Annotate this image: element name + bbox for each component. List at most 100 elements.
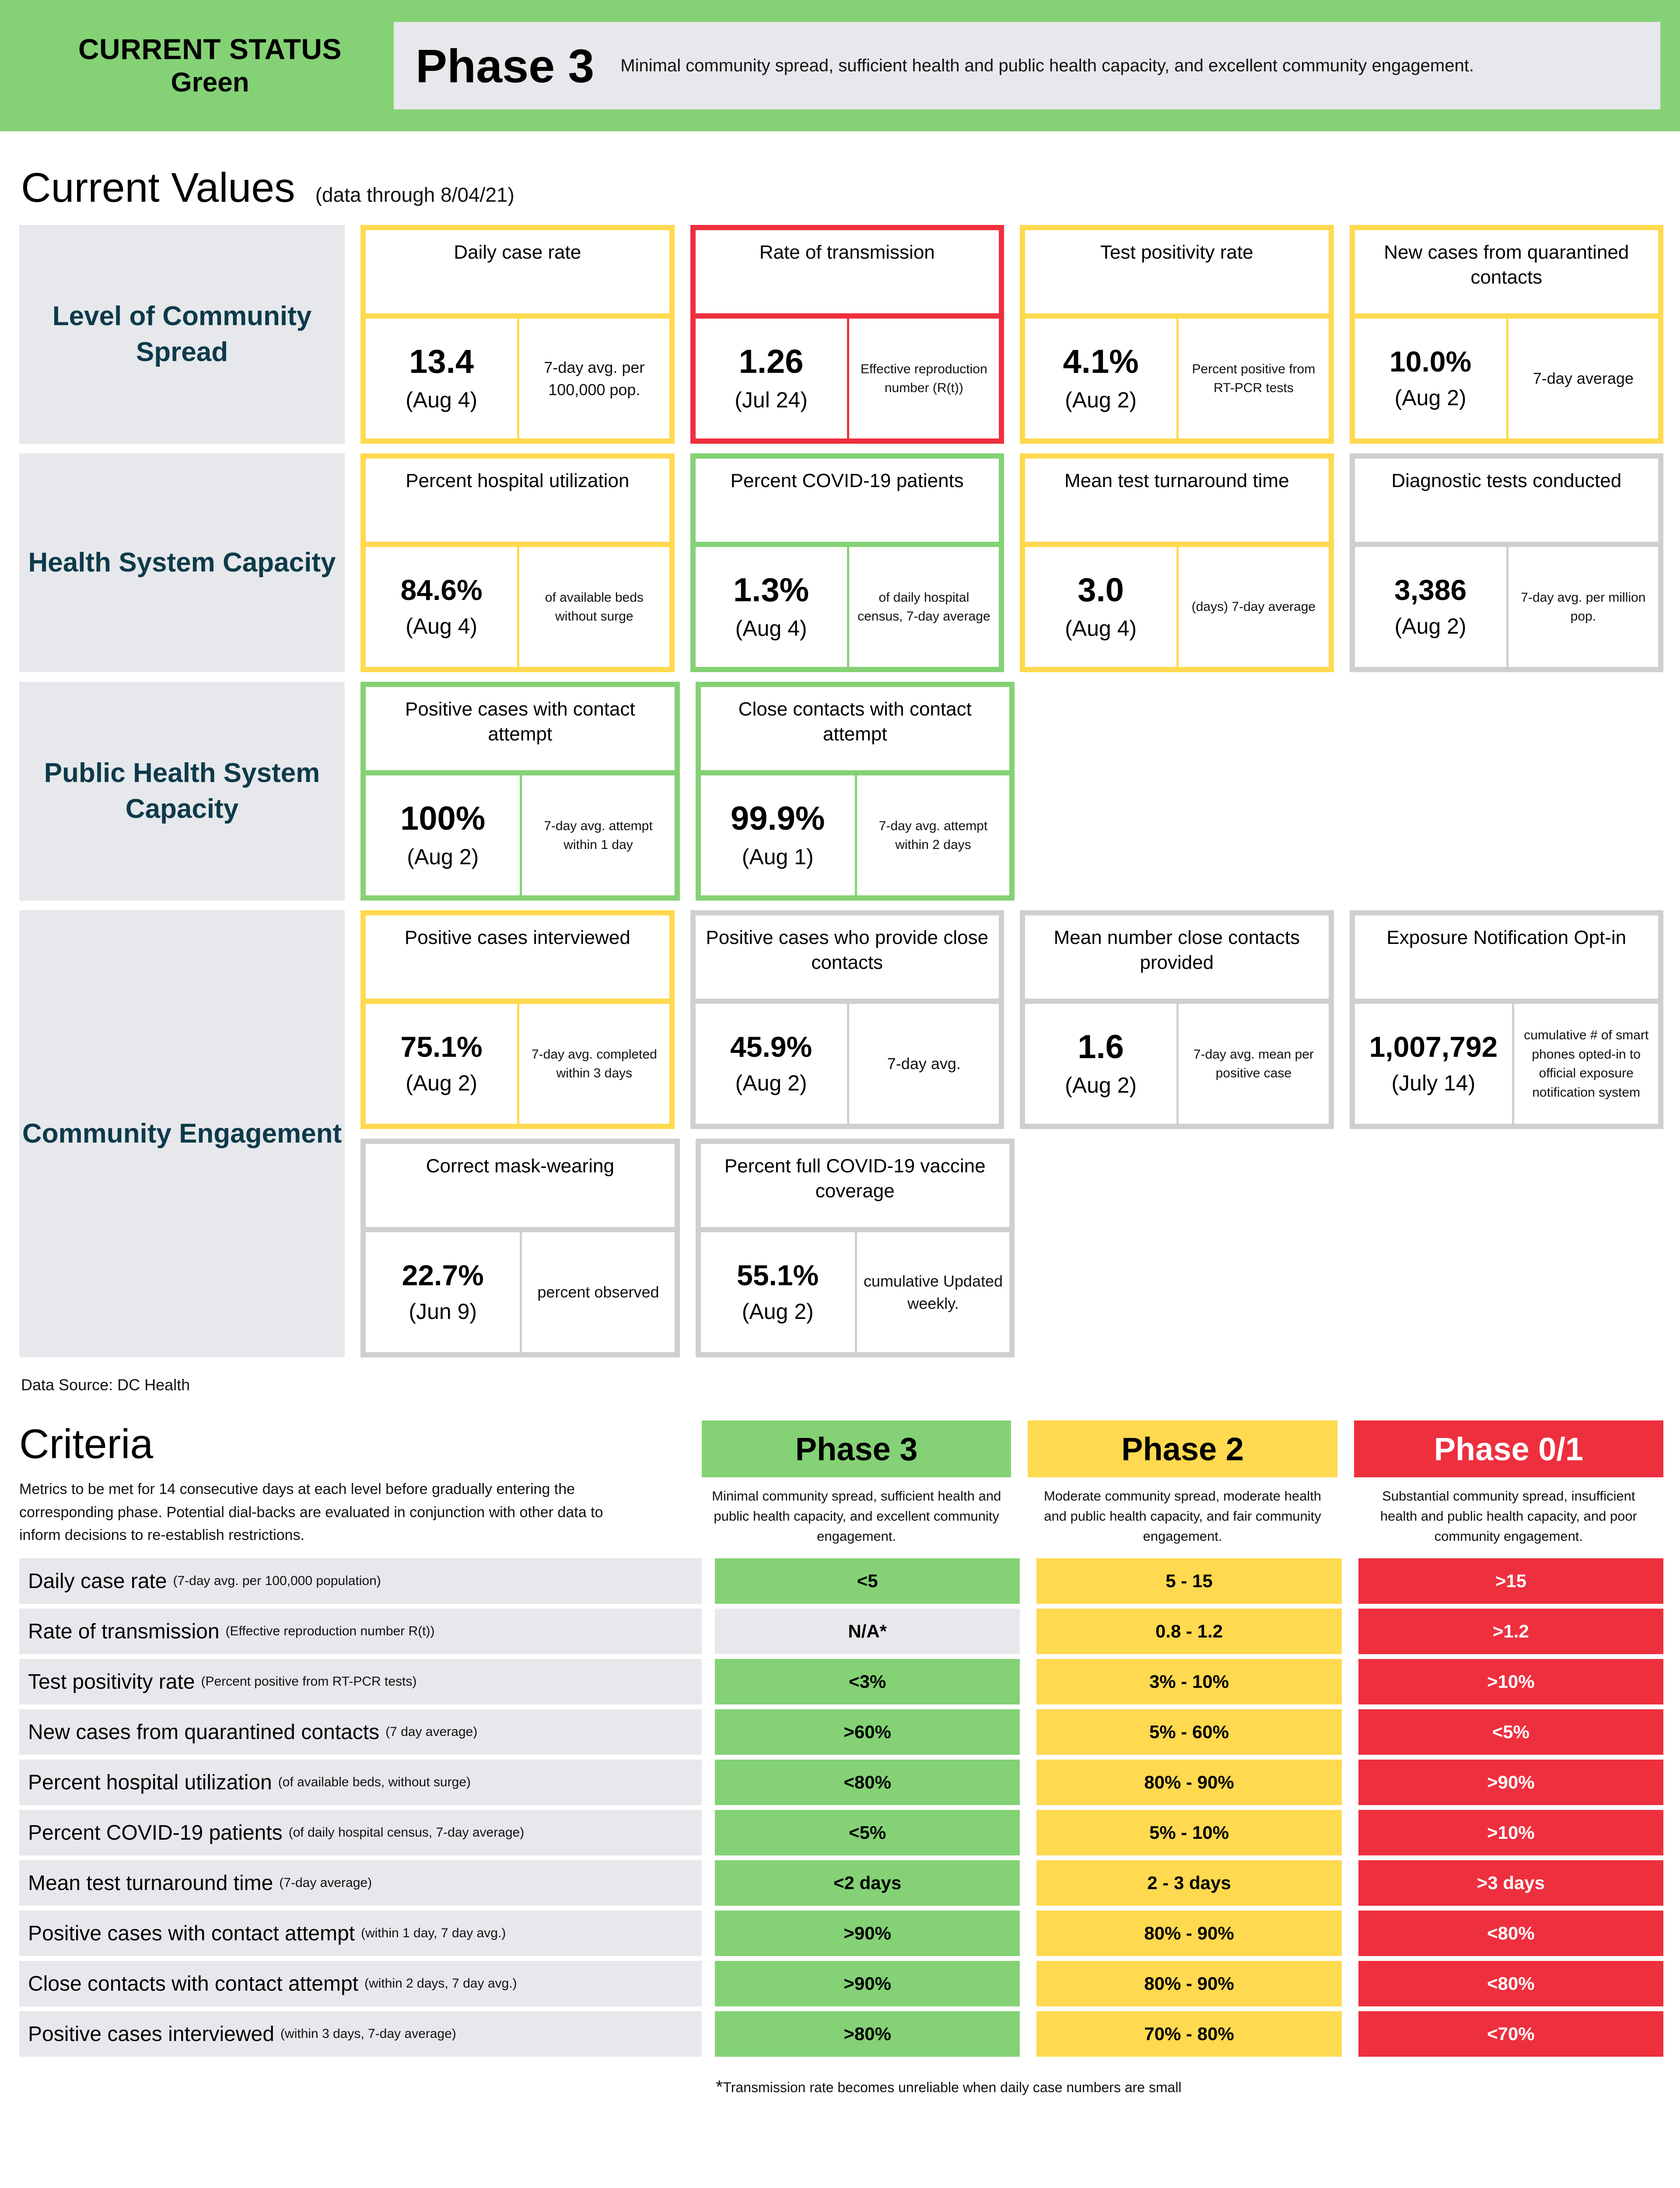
table-row: Positive cases interviewed (within 3 day… [19, 2011, 1663, 2057]
metric-value-block: 1,007,792 (July 14) [1355, 1004, 1512, 1124]
metric-date: (July 14) [1391, 1070, 1476, 1095]
metric-card-positive-cases-interviewed[interactable]: Positive cases interviewed 75.1% (Aug 2)… [360, 910, 675, 1129]
metric-note: 7-day avg. attempt within 1 day [520, 775, 674, 895]
criteria-metric-detail: (7 day average) [385, 1725, 478, 1739]
criteria-cell-phase2: 0.8 - 1.2 [1036, 1609, 1342, 1654]
metric-card-correct-mask-wearing[interactable]: Correct mask-wearing 22.7% (Jun 9) perce… [360, 1139, 680, 1357]
criteria-metric-detail: (within 1 day, 7 day avg.) [361, 1926, 506, 1940]
metric-date: (Aug 2) [1394, 614, 1466, 638]
criteria-row-label: Positive cases interviewed (within 3 day… [19, 2011, 702, 2057]
metric-note: 7-day avg. per million pop. [1506, 547, 1658, 667]
criteria-section: Criteria Metrics to be met for 14 consec… [0, 1394, 1680, 1554]
metric-value: 1.26 [738, 343, 804, 381]
metric-value: 55.1% [737, 1259, 819, 1292]
metric-value-block: 100% (Aug 2) [366, 775, 520, 895]
metric-card-positive-cases-provide-close-contacts[interactable]: Positive cases who provide close contact… [690, 910, 1004, 1129]
criteria-row-label: Percent hospital utilization (of availab… [19, 1760, 702, 1805]
criteria-cell-phase01: <80% [1358, 1961, 1663, 2006]
metric-title: Percent COVID-19 patients [730, 470, 964, 491]
criteria-description: Metrics to be met for 14 consecutive day… [19, 1481, 603, 1544]
empty-slot [1355, 1139, 1664, 1357]
metric-note: cumulative # of smart phones opted-in to… [1512, 1004, 1658, 1124]
category-label-health-system-capacity: Health System Capacity [19, 453, 345, 672]
metric-value-block: 3.0 (Aug 4) [1025, 547, 1176, 667]
metric-card-daily-case-rate[interactable]: Daily case rate 13.4 (Aug 4) 7-day avg. … [360, 225, 675, 444]
metric-card-close-contacts-contact-attempt[interactable]: Close contacts with contact attempt 99.9… [695, 682, 1015, 901]
criteria-metric-detail: (7-day average) [279, 1876, 372, 1890]
metric-card-mean-test-turnaround-time[interactable]: Mean test turnaround time 3.0 (Aug 4) (d… [1020, 453, 1334, 672]
metric-value-block: 13.4 (Aug 4) [366, 319, 517, 438]
metric-value: 45.9% [730, 1031, 812, 1063]
criteria-cell-phase2: 5% - 60% [1036, 1709, 1342, 1755]
criteria-metric-name: Daily case rate [28, 1569, 167, 1593]
metric-date: (Aug 4) [735, 616, 807, 641]
metric-date: (Aug 2) [735, 1070, 807, 1095]
metric-title: Rate of transmission [759, 242, 935, 263]
metric-date: (Aug 2) [406, 1070, 478, 1095]
criteria-cell-phase01: >10% [1358, 1810, 1663, 1855]
metric-value-block: 84.6% (Aug 4) [366, 547, 517, 667]
metric-card-rate-of-transmission[interactable]: Rate of transmission 1.26 (Jul 24) Effec… [690, 225, 1004, 444]
phase-header-label: Phase 0/1 [1354, 1420, 1663, 1477]
metric-note: 7-day average [1506, 319, 1658, 438]
criteria-cell-phase3: <5 [715, 1558, 1020, 1604]
criteria-row-label: Rate of transmission (Effective reproduc… [19, 1609, 702, 1654]
metric-card-diagnostic-tests-conducted[interactable]: Diagnostic tests conducted 3,386 (Aug 2)… [1349, 453, 1663, 672]
table-row: Percent hospital utilization (of availab… [19, 1760, 1663, 1805]
current-status-block: CURRENT STATUS Green [26, 32, 394, 98]
criteria-row-label: Mean test turnaround time (7-day average… [19, 1860, 702, 1906]
criteria-cell-phase2: 5% - 10% [1036, 1810, 1342, 1855]
metric-note: cumulative Updated weekly. [854, 1232, 1009, 1352]
metric-note: Percent positive from RT-PCR tests [1176, 319, 1328, 438]
metric-title: Diagnostic tests conducted [1391, 470, 1622, 491]
metrics-grid: Level of Community Spread Daily case rat… [0, 225, 1680, 1357]
metric-card-test-positivity-rate[interactable]: Test positivity rate 4.1% (Aug 2) Percen… [1020, 225, 1334, 444]
metric-title: Close contacts with contact attempt [738, 698, 972, 745]
criteria-cell-phase3: >90% [715, 1961, 1020, 2006]
metric-title: Exposure Notification Opt-in [1386, 927, 1627, 948]
criteria-cell-phase3: <3% [715, 1659, 1020, 1704]
criteria-row-label: Percent COVID-19 patients (of daily hosp… [19, 1810, 702, 1855]
criteria-cell-phase01: >1.2 [1358, 1609, 1663, 1654]
metric-card-percent-covid-patients[interactable]: Percent COVID-19 patients 1.3% (Aug 4) o… [690, 453, 1004, 672]
table-row: Close contacts with contact attempt (wit… [19, 1961, 1663, 2006]
metric-value-block: 45.9% (Aug 2) [696, 1004, 847, 1124]
criteria-footnote: *Transmission rate becomes unreliable wh… [0, 2062, 1680, 2124]
current-status-label: CURRENT STATUS [78, 33, 342, 66]
metric-value-block: 1.3% (Aug 4) [696, 547, 847, 667]
metric-value: 1,007,792 [1369, 1031, 1498, 1063]
criteria-metric-name: Mean test turnaround time [28, 1871, 273, 1895]
criteria-row-label: Daily case rate (7-day avg. per 100,000 … [19, 1558, 702, 1604]
table-row: Daily case rate (7-day avg. per 100,000 … [19, 1558, 1663, 1604]
metric-card-mean-number-close-contacts[interactable]: Mean number close contacts provided 1.6 … [1020, 910, 1334, 1129]
metric-value: 1.3% [733, 572, 809, 609]
metric-date: (Aug 2) [1065, 387, 1137, 412]
empty-slot [1030, 1139, 1339, 1357]
empty-slot [1355, 682, 1664, 901]
criteria-row-label: Close contacts with contact attempt (wit… [19, 1961, 702, 2006]
footnote-text: Transmission rate becomes unreliable whe… [723, 2079, 1182, 2095]
metric-card-new-cases-quarantined-contacts[interactable]: New cases from quarantined contacts 10.0… [1349, 225, 1663, 444]
metric-note: 7-day avg. [847, 1004, 999, 1124]
metric-card-percent-full-vaccine-coverage[interactable]: Percent full COVID-19 vaccine coverage 5… [695, 1139, 1015, 1357]
criteria-cell-phase2: 3% - 10% [1036, 1659, 1342, 1704]
category-label-community-spread: Level of Community Spread [19, 225, 345, 444]
criteria-cell-phase2: 80% - 90% [1036, 1961, 1342, 2006]
metric-value-block: 1.6 (Aug 2) [1025, 1004, 1176, 1124]
current-values-title: Current Values [21, 165, 295, 211]
metric-card-exposure-notification-opt-in[interactable]: Exposure Notification Opt-in 1,007,792 (… [1349, 910, 1663, 1129]
metric-title: Test positivity rate [1100, 242, 1253, 263]
phase-header-description: Moderate community spread, moderate heal… [1043, 1488, 1322, 1544]
criteria-cell-phase01: <5% [1358, 1709, 1663, 1755]
metric-row-community-engagement: Community Engagement Positive cases inte… [19, 910, 1663, 1357]
criteria-metric-name: Positive cases interviewed [28, 2022, 274, 2046]
metric-card-positive-cases-contact-attempt[interactable]: Positive cases with contact attempt 100%… [360, 682, 680, 901]
criteria-metric-name: Close contacts with contact attempt [28, 1972, 359, 1995]
metric-value-block: 1.26 (Jul 24) [696, 319, 847, 438]
metric-card-percent-hospital-utilization[interactable]: Percent hospital utilization 84.6% (Aug … [360, 453, 675, 672]
metric-date: (Jul 24) [735, 387, 808, 412]
metric-value: 4.1% [1063, 343, 1139, 381]
criteria-intro: Criteria Metrics to be met for 14 consec… [19, 1420, 702, 1554]
criteria-column-phase-0-1: Phase 0/1 Substantial community spread, … [1354, 1420, 1663, 1554]
data-source-note: Data Source: DC Health [21, 1376, 190, 1394]
